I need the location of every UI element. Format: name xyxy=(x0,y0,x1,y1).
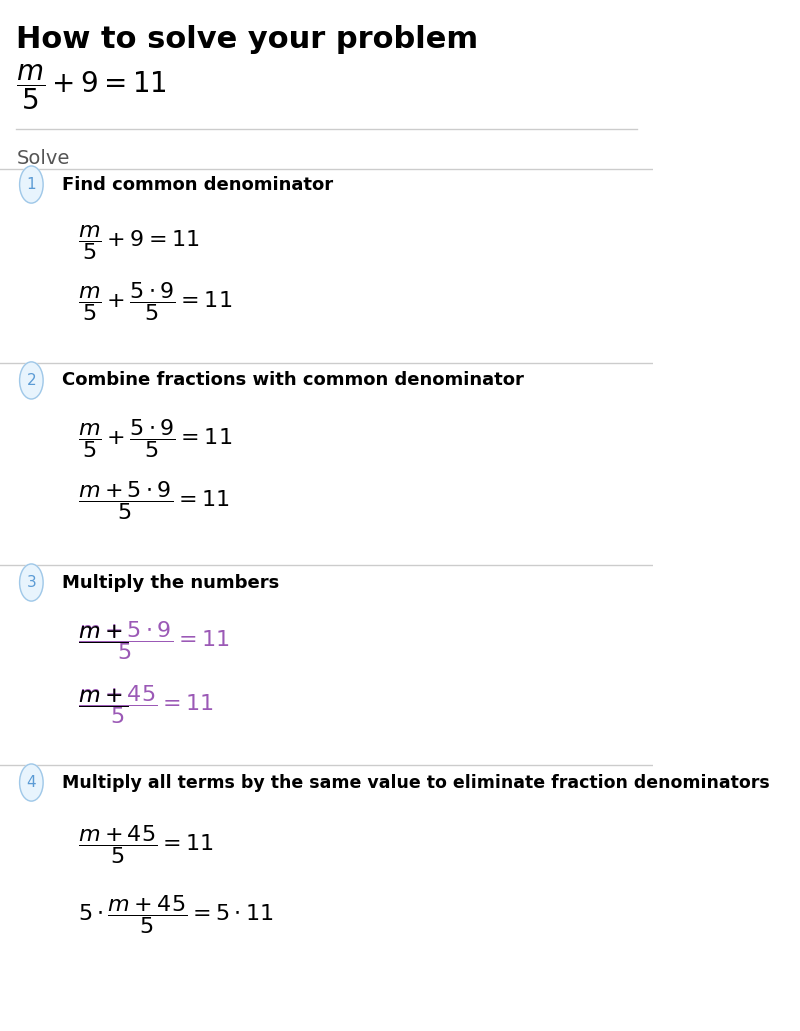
Text: $\dfrac{m}{5} + 9 = 11$: $\dfrac{m}{5} + 9 = 11$ xyxy=(78,223,200,262)
Text: $\dfrac{m}{5} + \dfrac{5 \cdot 9}{5} = 11$: $\dfrac{m}{5} + \dfrac{5 \cdot 9}{5} = 1… xyxy=(78,279,233,323)
Text: $\dfrac{m}{5} + 9 = 11$: $\dfrac{m}{5} + 9 = 11$ xyxy=(16,63,167,112)
Text: 1: 1 xyxy=(26,177,36,192)
Text: $\dfrac{m + 45}{5} = 11$: $\dfrac{m + 45}{5} = 11$ xyxy=(78,683,214,726)
Text: Find common denominator: Find common denominator xyxy=(62,175,333,194)
Text: $\dfrac{m + 5 \cdot 9}{5} = 11$: $\dfrac{m + 5 \cdot 9}{5} = 11$ xyxy=(78,619,230,662)
Text: Multiply all terms by the same value to eliminate fraction denominators: Multiply all terms by the same value to … xyxy=(62,773,770,792)
Text: 3: 3 xyxy=(26,575,36,590)
Text: Combine fractions with common denominator: Combine fractions with common denominato… xyxy=(62,371,524,390)
Text: $\dfrac{m +}{\ }$: $\dfrac{m +}{\ }$ xyxy=(78,630,130,651)
Circle shape xyxy=(20,362,43,399)
Text: How to solve your problem: How to solve your problem xyxy=(16,25,478,54)
Text: $\dfrac{m + 45}{5} = 11$: $\dfrac{m + 45}{5} = 11$ xyxy=(78,823,214,866)
Text: Multiply the numbers: Multiply the numbers xyxy=(62,573,279,592)
Text: $5 \cdot \dfrac{m + 45}{5} = 5 \cdot 11$: $5 \cdot \dfrac{m + 45}{5} = 5 \cdot 11$ xyxy=(78,893,274,936)
Text: 2: 2 xyxy=(26,373,36,388)
Text: 4: 4 xyxy=(26,775,36,790)
Circle shape xyxy=(20,764,43,801)
Text: $\dfrac{m +}{\ }$: $\dfrac{m +}{\ }$ xyxy=(78,694,130,714)
Circle shape xyxy=(20,564,43,601)
Text: $\dfrac{m}{5} + \dfrac{5 \cdot 9}{5} = 11$: $\dfrac{m}{5} + \dfrac{5 \cdot 9}{5} = 1… xyxy=(78,417,233,460)
Circle shape xyxy=(20,166,43,203)
Text: $\dfrac{m + 5 \cdot 9}{5} = 11$: $\dfrac{m + 5 \cdot 9}{5} = 11$ xyxy=(78,478,230,522)
Text: Solve: Solve xyxy=(16,149,70,168)
